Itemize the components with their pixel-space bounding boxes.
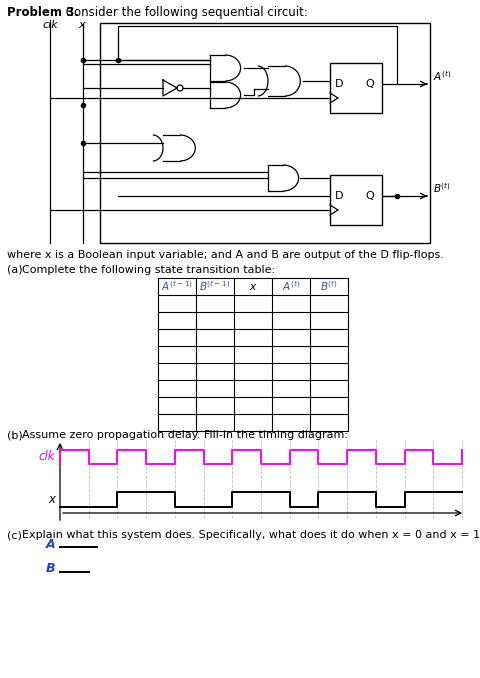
Text: D: D [334,79,343,89]
Text: (c): (c) [7,530,22,540]
Text: (b): (b) [7,430,23,440]
Text: $A^{(t)}$: $A^{(t)}$ [281,279,300,294]
Bar [329,63,381,113]
Text: Assume zero propagation delay. Fill-in the timing diagram:: Assume zero propagation delay. Fill-in t… [22,430,347,440]
Text: $x$: $x$ [248,281,257,292]
Text: $B^{(t)}$: $B^{(t)}$ [320,279,337,294]
Text: Problem 3.: Problem 3. [7,6,79,19]
Text: x: x [48,493,55,506]
Text: (a): (a) [7,265,23,275]
Text: clk: clk [38,450,55,464]
Bar [100,23,429,243]
Text: x: x [78,20,84,30]
Text: where x is a Boolean input variable; and A and B are output of the D flip-flops.: where x is a Boolean input variable; and… [7,250,443,260]
Text: $A^{(t)}$: $A^{(t)}$ [432,69,450,83]
Text: D: D [334,191,343,201]
Text: B: B [46,563,55,576]
Text: $B^{(t-1)}$: $B^{(t-1)}$ [199,279,230,294]
Text: $A^{(t-1)}$: $A^{(t-1)}$ [161,279,192,294]
Text: Q: Q [364,79,373,89]
Text: clk: clk [42,20,58,30]
Text: Explain what this system does. Specifically, what does it do when x = 0 and x = : Explain what this system does. Specifica… [22,530,480,540]
Bar [329,175,381,225]
Text: A: A [45,538,55,551]
Text: Q: Q [364,191,373,201]
Text: Consider the following sequential circuit:: Consider the following sequential circui… [62,6,307,19]
Text: $B^{(t)}$: $B^{(t)}$ [432,181,450,195]
Text: Complete the following state transition table:: Complete the following state transition … [22,265,275,275]
